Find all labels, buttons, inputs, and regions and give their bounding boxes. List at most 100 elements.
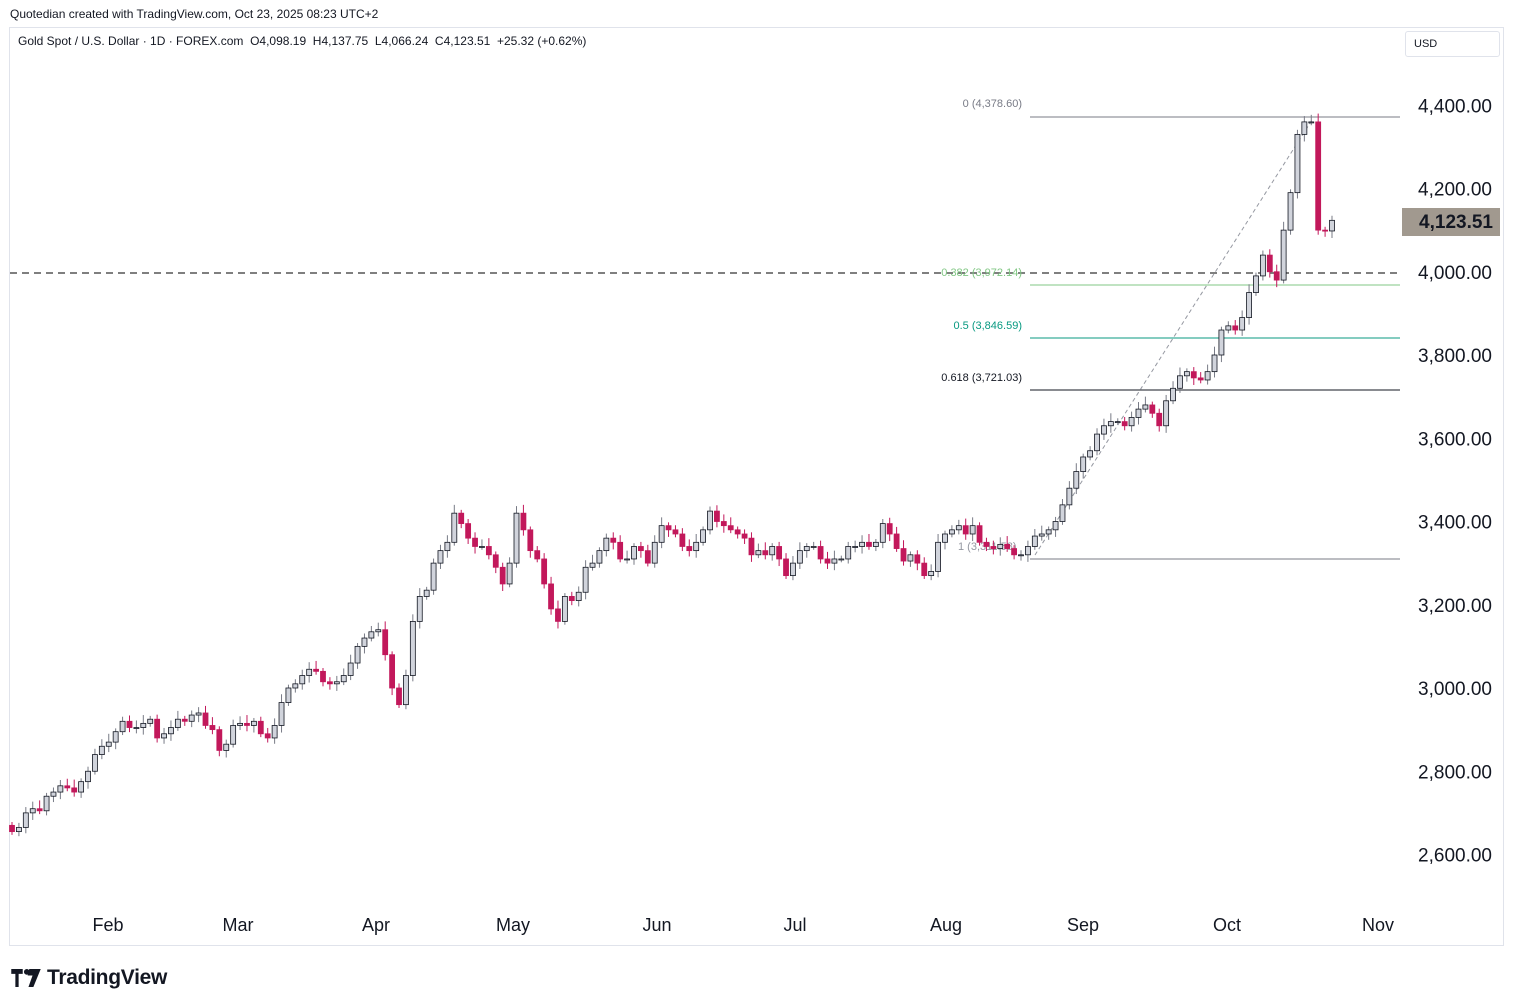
- candle: [831, 558, 838, 564]
- candle: [1280, 229, 1287, 281]
- fib-trend-line[interactable]: [1034, 119, 1313, 556]
- candle: [997, 543, 1004, 549]
- candle: [57, 785, 64, 793]
- candle: [444, 541, 451, 552]
- candle: [976, 525, 983, 543]
- candle: [872, 541, 879, 547]
- candle: [327, 681, 333, 685]
- x-tick-label: Jun: [642, 915, 671, 935]
- candle: [1204, 371, 1211, 381]
- candle: [174, 718, 181, 728]
- candle: [893, 533, 900, 549]
- candle: [389, 654, 396, 689]
- candle: [9, 824, 15, 833]
- candle: [638, 546, 644, 552]
- candle: [195, 712, 202, 716]
- y-tick-label: 3,800.00: [1418, 346, 1492, 367]
- tradingview-logo[interactable]: TradingView: [11, 966, 167, 990]
- candle: [430, 562, 437, 591]
- candle: [707, 510, 713, 531]
- candle: [1287, 192, 1294, 231]
- candle: [472, 537, 478, 547]
- candle: [1011, 548, 1017, 556]
- candle: [686, 546, 693, 552]
- candle: [98, 745, 105, 756]
- last-price-value: 4,123.51: [1419, 212, 1493, 233]
- close-value: C4,123.51: [434, 34, 491, 48]
- symbol-title[interactable]: Gold Spot / U.S. Dollar · 1D · FOREX.com: [18, 34, 244, 48]
- candle: [1128, 417, 1135, 427]
- candle: [313, 668, 319, 672]
- candle: [962, 525, 969, 535]
- candle: [1266, 254, 1273, 273]
- candle: [886, 523, 893, 535]
- candle: [1121, 421, 1128, 427]
- y-tick-label: 3,400.00: [1418, 513, 1492, 534]
- candle: [921, 562, 928, 577]
- candlestick-series: [9, 113, 1335, 837]
- candle: [1301, 121, 1308, 135]
- candle: [403, 675, 409, 706]
- candle: [264, 733, 271, 739]
- candle: [1259, 254, 1266, 277]
- candle: [513, 512, 520, 564]
- x-tick-label: May: [496, 915, 530, 935]
- candle: [105, 741, 112, 747]
- candle: [36, 808, 43, 812]
- candle: [1073, 471, 1080, 489]
- change-value: +25.32 (+0.62%): [496, 34, 587, 48]
- candle: [1066, 487, 1073, 506]
- last-price-box: [1402, 208, 1500, 236]
- candle: [610, 537, 617, 543]
- price-axis[interactable]: 2,600.00 2,800.00 3,000.00 3,200.00 3,400.00…: [1418, 96, 1492, 866]
- fib-label-05: 0.5 (3,846.59): [954, 320, 1023, 332]
- candle: [71, 787, 78, 793]
- candle: [1239, 317, 1246, 331]
- candle: [1308, 121, 1315, 124]
- candle: [1135, 408, 1142, 418]
- candle: [43, 795, 50, 812]
- currency-selector[interactable]: USD: [1405, 31, 1500, 57]
- y-tick-label: 3,200.00: [1418, 596, 1492, 617]
- low-value: L4,066.24: [374, 34, 429, 48]
- x-tick-label: Aug: [930, 915, 962, 935]
- candle: [78, 781, 85, 793]
- candle: [741, 533, 748, 539]
- candle: [1190, 371, 1197, 379]
- candle: [866, 541, 872, 547]
- candle: [1156, 412, 1163, 427]
- candle: [555, 608, 561, 622]
- candle: [541, 558, 548, 585]
- candle: [776, 546, 783, 560]
- candle: [1142, 404, 1149, 410]
- candle: [769, 546, 776, 556]
- candle: [914, 554, 921, 564]
- chart-pane[interactable]: [9, 27, 1504, 946]
- candle: [1163, 400, 1170, 427]
- x-tick-label: Apr: [362, 915, 390, 935]
- candle: [299, 675, 306, 685]
- candle: [838, 558, 845, 561]
- chart-annotations: 0 (4,378.60) 0.382 (3,972.14) 0.5 (3,846…: [10, 98, 1400, 560]
- candle: [29, 808, 36, 814]
- candle: [181, 718, 188, 722]
- x-tick-label: Oct: [1213, 915, 1241, 935]
- symbol-legend[interactable]: Gold Spot / U.S. Dollar · 1D · FOREX.com…: [18, 34, 586, 48]
- candle: [983, 541, 990, 547]
- candle: [589, 562, 596, 568]
- candle: [250, 720, 257, 726]
- candle: [209, 725, 216, 731]
- candle: [935, 541, 941, 572]
- candle: [879, 523, 886, 543]
- x-tick-label: Nov: [1362, 915, 1394, 935]
- chart-credit: Quotedian created with TradingView.com, …: [10, 7, 379, 21]
- candle: [1038, 533, 1045, 537]
- candle: [499, 566, 506, 585]
- candle: [624, 558, 630, 561]
- candle: [16, 827, 22, 833]
- candle: [1232, 325, 1239, 331]
- candle: [900, 548, 907, 562]
- time-axis[interactable]: Feb Mar Apr May Jun Jul Aug Sep Oct Nov: [92, 915, 1394, 935]
- candle: [824, 558, 831, 564]
